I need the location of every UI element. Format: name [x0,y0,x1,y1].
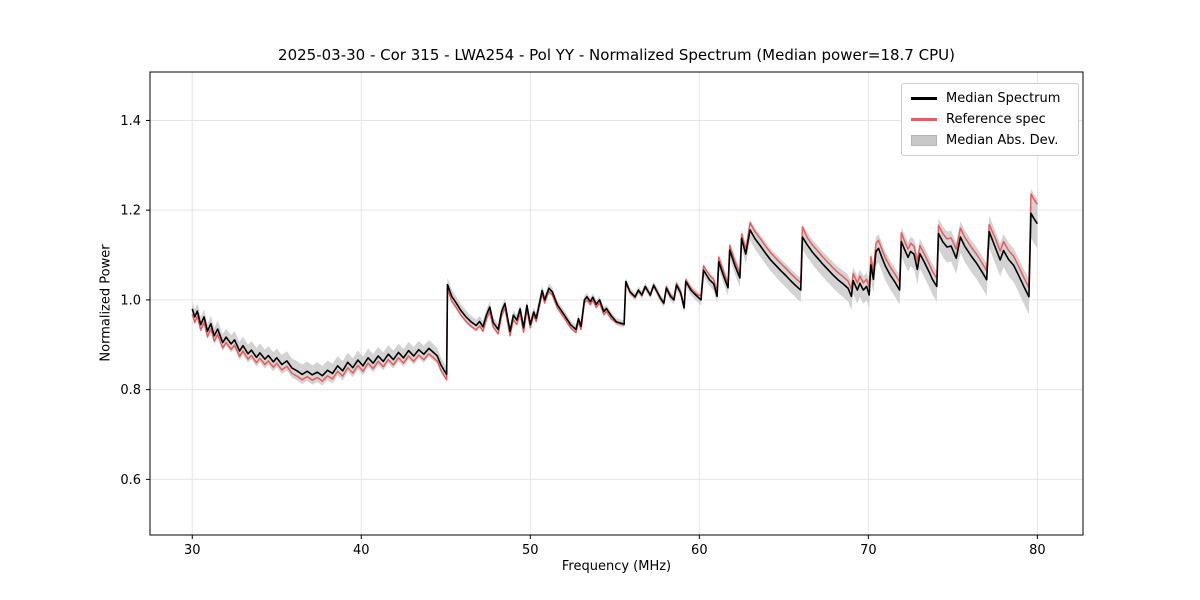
x-tick-label: 40 [353,543,370,558]
legend-item-reference-spec: Reference spec [911,111,1068,128]
chart-title: 2025-03-30 - Cor 315 - LWA254 - Pol YY -… [278,46,955,64]
x-tick-label: 70 [860,543,877,558]
legend-label: Median Spectrum [946,91,1061,106]
x-tick-label: 60 [691,543,708,558]
y-tick-label: 0.8 [120,383,141,398]
mad-band-patch-swatch [911,135,937,146]
x-tick-label: 30 [184,543,201,558]
x-tick-label: 50 [522,543,539,558]
reference-spec-line-swatch [911,118,937,121]
y-tick-label: 1.0 [120,293,141,308]
legend-label: Median Abs. Dev. [946,133,1059,148]
median-spectrum-line [191,212,1039,377]
mad-band [192,188,1038,386]
legend-item-median-abs-dev: Median Abs. Dev. [911,132,1068,149]
reference-spec-line [191,193,1038,382]
y-tick-label: 0.6 [120,473,141,488]
plot-border [149,71,1084,536]
median-spectrum-line-swatch [911,97,937,100]
x-tick-label: 80 [1029,543,1046,558]
legend-label: Reference spec [946,112,1046,127]
y-tick-label: 1.4 [120,114,141,129]
y-tick-label: 1.2 [120,204,141,219]
x-axis-label: Frequency (MHz) [561,559,672,574]
legend: Median Spectrum Reference spec Median Ab… [901,83,1079,156]
legend-item-median-spectrum: Median Spectrum [911,90,1068,107]
